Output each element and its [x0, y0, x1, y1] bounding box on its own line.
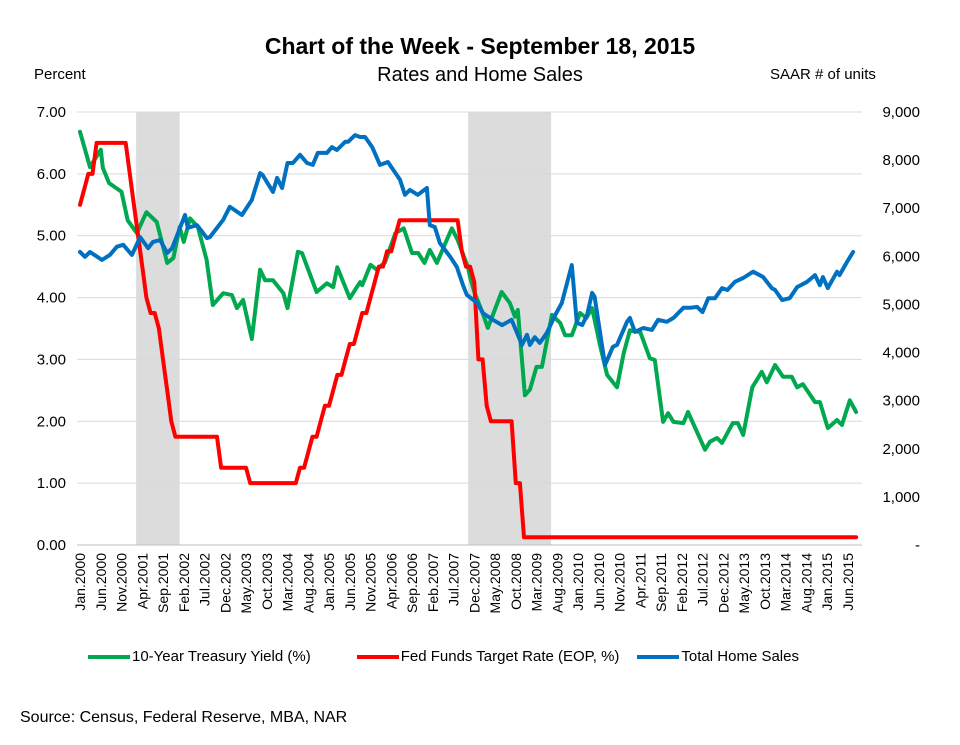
right-tick-label: - [915, 537, 920, 554]
x-tick-label: Jul.2002 [197, 553, 213, 606]
right-tick-label: 2,000 [882, 441, 920, 458]
x-tick-label: Jun.2015 [840, 553, 856, 611]
x-tick-label: Jan.2000 [72, 553, 88, 611]
legend-swatch-green [88, 654, 130, 659]
left-axis-label: Percent [34, 66, 86, 83]
legend: 10-Year Treasury Yield (%) Fed Funds Tar… [88, 648, 817, 665]
left-tick-label: 0.00 [37, 537, 66, 554]
x-tick-label: Oct.2013 [757, 553, 773, 610]
right-tick-label: 9,000 [882, 104, 920, 121]
legend-label: 10-Year Treasury Yield (%) [132, 648, 311, 665]
x-tick-label: Jul.2012 [695, 553, 711, 606]
x-tick-label: Mar.2004 [280, 553, 296, 612]
legend-label: Total Home Sales [681, 648, 799, 665]
recession-shading [468, 112, 552, 545]
legend-item-treasury: 10-Year Treasury Yield (%) [88, 648, 311, 665]
series-line-fed-funds [78, 140, 859, 540]
x-tick-label: Jun.2010 [591, 553, 607, 611]
legend-swatch-red [356, 654, 399, 659]
x-tick-label: Oct.2003 [259, 553, 275, 610]
right-tick-label: 3,000 [882, 393, 920, 410]
left-tick-label: 6.00 [37, 166, 66, 183]
series-line-treasury-yield [78, 129, 859, 452]
legend-swatch-blue [637, 654, 680, 659]
right-axis-label: SAAR # of units [770, 66, 876, 83]
right-tick-label: 1,000 [882, 489, 920, 506]
x-tick-label: Nov.2010 [612, 553, 628, 612]
left-tick-label: 7.00 [37, 104, 66, 121]
x-tick-label: Apr.2011 [632, 553, 648, 608]
left-tick-label: 1.00 [37, 475, 66, 492]
x-tick-label: Mar.2009 [529, 553, 545, 612]
x-tick-label: May.2013 [736, 553, 752, 614]
right-tick-label: 5,000 [882, 296, 920, 313]
left-tick-label: 4.00 [37, 290, 66, 307]
x-tick-label: Feb.2007 [425, 553, 441, 612]
x-tick-label: Jun.2005 [342, 553, 358, 611]
x-tick-label: May.2003 [238, 553, 254, 614]
left-tick-label: 5.00 [37, 228, 66, 245]
legend-item-home-sales: Total Home Sales [637, 648, 799, 665]
x-tick-label: Jun.2000 [93, 553, 109, 611]
x-tick-label: Aug.2004 [300, 553, 316, 613]
x-tick-label: Jan.2015 [819, 553, 835, 611]
x-tick-label: Sep.2011 [653, 553, 669, 612]
x-tick-label: Mar.2014 [778, 553, 794, 612]
right-tick-label: 7,000 [882, 200, 920, 217]
x-tick-label: Sep.2006 [404, 553, 420, 613]
legend-label: Fed Funds Target Rate (EOP, %) [400, 648, 620, 665]
x-tick-label: Aug.2009 [549, 553, 565, 613]
series-line-home-sales [78, 133, 856, 368]
left-tick-label: 3.00 [37, 351, 66, 368]
chart-subtitle: Rates and Home Sales [377, 64, 583, 86]
right-tick-label: 4,000 [882, 345, 920, 362]
x-tick-label: Dec.2012 [715, 553, 731, 613]
x-tick-label: May.2008 [487, 553, 503, 614]
source-note: Source: Census, Federal Reserve, MBA, NA… [20, 709, 348, 726]
left-tick-label: 2.00 [37, 413, 66, 430]
chart-title: Chart of the Week - September 18, 2015 [264, 33, 696, 59]
legend-item-fed-funds: Fed Funds Target Rate (EOP, %) [356, 648, 620, 665]
right-tick-label: 6,000 [882, 248, 920, 265]
x-tick-label: Apr.2001 [134, 553, 150, 609]
x-tick-label: Oct.2008 [508, 553, 524, 610]
x-tick-label: Feb.2012 [674, 553, 690, 612]
x-tick-label: Nov.2000 [114, 553, 130, 612]
x-tick-label: Jul.2007 [446, 553, 462, 606]
x-tick-label: Nov.2005 [363, 553, 379, 612]
x-tick-label: Dec.2007 [466, 553, 482, 613]
x-tick-label: Apr.2006 [383, 553, 399, 609]
x-tick-label: Dec.2002 [217, 553, 233, 613]
x-tick-label: Feb.2002 [176, 553, 192, 612]
x-tick-label: Aug.2014 [798, 553, 814, 613]
x-tick-label: Jan.2010 [570, 553, 586, 611]
x-tick-label: Sep.2001 [155, 553, 171, 613]
x-tick-label: Jan.2005 [321, 553, 337, 611]
right-tick-label: 8,000 [882, 152, 920, 169]
